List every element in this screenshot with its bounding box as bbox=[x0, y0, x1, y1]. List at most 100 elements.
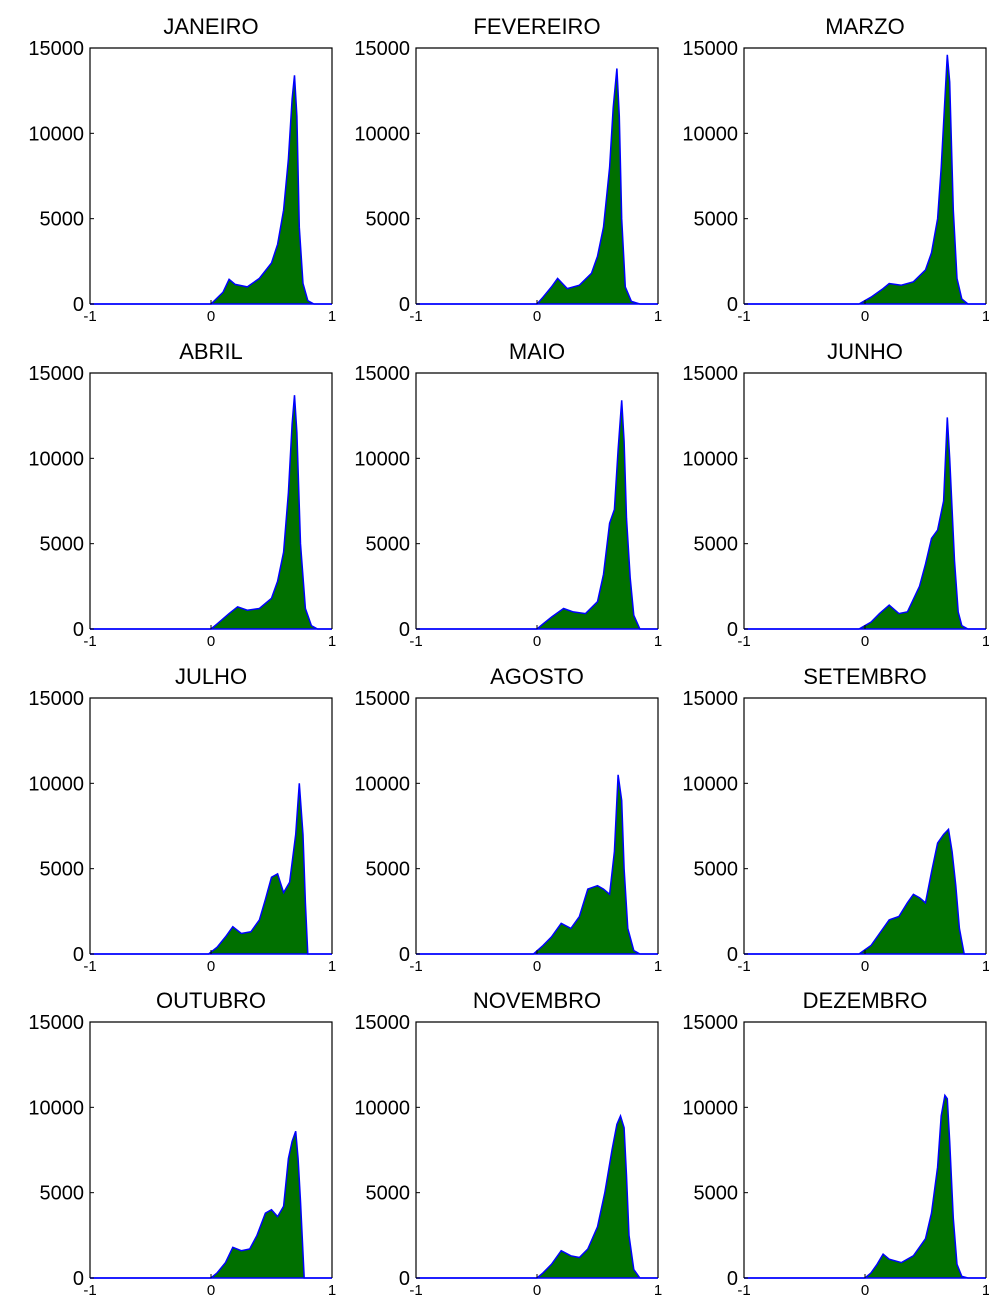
y-tick-label: 15000 bbox=[28, 1012, 84, 1034]
axes-frame bbox=[89, 697, 333, 954]
y-tick-label: 0 bbox=[727, 944, 738, 966]
x-tick-label: 0 bbox=[861, 1282, 869, 1299]
x-tick-label: -1 bbox=[737, 633, 750, 650]
histogram-area bbox=[744, 829, 986, 954]
x-tick-label: 1 bbox=[328, 633, 336, 650]
x-tick-label: 1 bbox=[328, 308, 336, 325]
histogram-line bbox=[416, 68, 658, 305]
y-tick-label: 0 bbox=[73, 619, 84, 641]
histogram-line bbox=[744, 1093, 986, 1279]
histogram-area bbox=[416, 400, 658, 629]
panel-title: JANEIRO bbox=[163, 14, 258, 39]
y-tick-label: 10000 bbox=[354, 773, 410, 795]
y-tick-label: 15000 bbox=[682, 38, 738, 60]
axes-frame bbox=[89, 372, 333, 629]
panel-title: OUTUBRO bbox=[156, 988, 266, 1013]
y-tick-label: 15000 bbox=[354, 363, 410, 385]
histogram-area bbox=[416, 774, 658, 954]
y-tick-label: 0 bbox=[727, 294, 738, 316]
y-tick-label: 15000 bbox=[354, 1012, 410, 1034]
x-tick-label: 0 bbox=[533, 1282, 541, 1299]
x-tick-label: -1 bbox=[83, 308, 96, 325]
histogram-line bbox=[416, 1113, 658, 1279]
x-tick-label: 0 bbox=[207, 308, 215, 325]
y-tick-label: 10000 bbox=[354, 123, 410, 145]
axes-frame bbox=[89, 47, 333, 304]
y-tick-label: 15000 bbox=[28, 363, 84, 385]
x-tick-label: 0 bbox=[533, 633, 541, 650]
histogram-area bbox=[90, 1131, 332, 1278]
histogram-area bbox=[90, 783, 332, 954]
y-tick-label: 0 bbox=[399, 619, 410, 641]
x-tick-label: 0 bbox=[861, 308, 869, 325]
panel-title: AGOSTO bbox=[490, 664, 584, 689]
histogram-line bbox=[90, 395, 332, 630]
y-tick-label: 10000 bbox=[682, 1097, 738, 1119]
panel-title: JULHO bbox=[175, 664, 247, 689]
x-tick-label: 1 bbox=[982, 308, 989, 325]
y-tick-label: 15000 bbox=[682, 363, 738, 385]
axes-frame bbox=[415, 697, 659, 954]
x-tick-label: 0 bbox=[533, 308, 541, 325]
y-tick-label: 5000 bbox=[694, 1183, 739, 1205]
y-tick-label: 10000 bbox=[28, 448, 84, 470]
x-tick-label: 0 bbox=[533, 958, 541, 975]
panel-title: ABRIL bbox=[179, 339, 243, 364]
y-tick-label: 5000 bbox=[40, 1183, 85, 1205]
y-tick-label: 0 bbox=[727, 1268, 738, 1290]
x-tick-label: 0 bbox=[207, 958, 215, 975]
x-tick-label: 0 bbox=[861, 958, 869, 975]
histogram-line bbox=[90, 1130, 332, 1279]
y-tick-label: 0 bbox=[399, 1268, 410, 1290]
axes-frame bbox=[415, 372, 659, 629]
x-tick-label: -1 bbox=[409, 958, 422, 975]
histogram-line bbox=[416, 400, 658, 630]
axes-frame bbox=[743, 47, 987, 304]
panel-title: NOVEMBRO bbox=[473, 988, 601, 1013]
histogram-area bbox=[90, 395, 332, 629]
panel-title: DEZEMBRO bbox=[803, 988, 928, 1013]
y-tick-label: 15000 bbox=[354, 688, 410, 710]
axes-frame bbox=[415, 1021, 659, 1278]
y-tick-label: 5000 bbox=[694, 534, 739, 556]
y-tick-label: 5000 bbox=[694, 209, 739, 231]
y-tick-label: 0 bbox=[399, 944, 410, 966]
x-tick-label: -1 bbox=[737, 308, 750, 325]
x-tick-label: -1 bbox=[83, 1282, 96, 1299]
x-tick-label: 1 bbox=[654, 633, 662, 650]
y-tick-label: 5000 bbox=[366, 534, 411, 556]
x-tick-label: 1 bbox=[982, 633, 989, 650]
y-tick-label: 15000 bbox=[28, 38, 84, 60]
histogram-area bbox=[90, 75, 332, 304]
histogram-area bbox=[744, 1095, 986, 1278]
axes-frame bbox=[743, 697, 987, 954]
x-tick-label: 1 bbox=[328, 1282, 336, 1299]
axes-frame bbox=[743, 372, 987, 629]
x-tick-label: -1 bbox=[409, 308, 422, 325]
y-tick-label: 15000 bbox=[682, 1012, 738, 1034]
y-tick-label: 10000 bbox=[354, 1097, 410, 1119]
x-tick-label: 1 bbox=[982, 958, 989, 975]
x-tick-label: 0 bbox=[207, 633, 215, 650]
y-tick-label: 10000 bbox=[28, 773, 84, 795]
x-tick-label: 1 bbox=[982, 1282, 989, 1299]
y-tick-label: 0 bbox=[399, 294, 410, 316]
histogram-line bbox=[90, 75, 332, 305]
x-tick-label: 1 bbox=[654, 1282, 662, 1299]
x-tick-label: 1 bbox=[654, 308, 662, 325]
axes-frame bbox=[743, 1021, 987, 1278]
histogram-line bbox=[744, 54, 986, 305]
x-tick-label: -1 bbox=[737, 958, 750, 975]
axes-frame bbox=[415, 47, 659, 304]
panel-title: MARZO bbox=[825, 14, 904, 39]
histogram-area bbox=[416, 1115, 658, 1278]
